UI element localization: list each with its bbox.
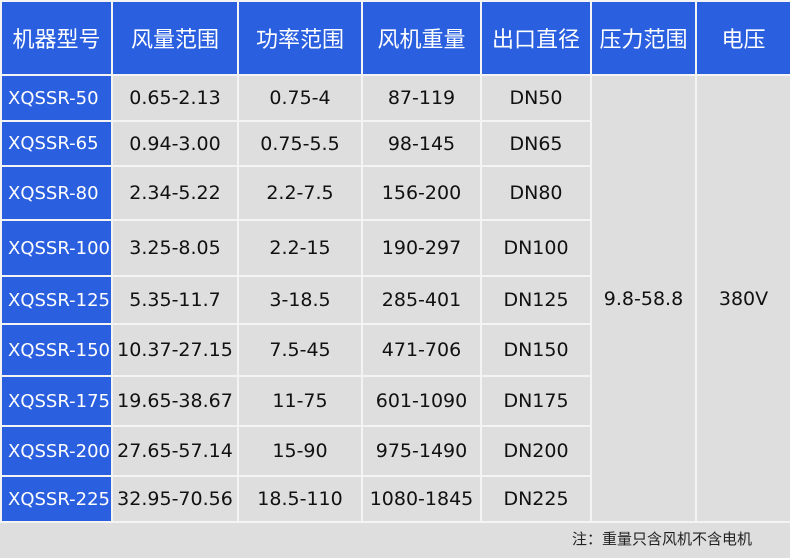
header-pressure: 压力范围 [590,0,697,76]
outlet-cell: DN225 [480,475,592,523]
header-model: 机器型号 [0,0,113,76]
table-row: XQSSR-200 27.65-57.14 15-90 975-1490 DN200 [0,425,790,477]
model-cell: XQSSR-100 [0,219,113,277]
header-weight: 风机重量 [361,0,482,76]
airflow-cell: 27.65-57.14 [111,425,239,477]
weight-cell: 156-200 [361,165,482,221]
outlet-cell: DN200 [480,425,592,477]
model-cell: XQSSR-150 [0,323,113,377]
outlet-cell: DN100 [480,219,592,277]
weight-cell: 471-706 [361,323,482,377]
header-row: 机器型号 风量范围 功率范围 风机重量 出口直径 压力范围 电压 [0,0,790,76]
power-cell: 3-18.5 [237,275,363,325]
power-cell: 18.5-110 [237,475,363,523]
outlet-cell: DN175 [480,375,592,427]
outlet-cell: DN50 [480,74,592,122]
weight-cell: 190-297 [361,219,482,277]
model-cell: XQSSR-65 [0,120,113,167]
airflow-cell: 0.65-2.13 [111,74,239,122]
spec-table: 机器型号 风量范围 功率范围 风机重量 出口直径 压力范围 电压 XQSSR-5… [0,0,790,523]
airflow-cell: 32.95-70.56 [111,475,239,523]
outlet-cell: DN65 [480,120,592,167]
power-cell: 0.75-4 [237,74,363,122]
model-cell: XQSSR-175 [0,375,113,427]
table-row: XQSSR-80 2.34-5.22 2.2-7.5 156-200 DN80 [0,165,790,221]
pressure-cell: 9.8-58.8 [590,74,697,523]
weight-cell: 1080-1845 [361,475,482,523]
airflow-cell: 5.35-11.7 [111,275,239,325]
model-cell: XQSSR-125 [0,275,113,325]
model-cell: XQSSR-225 [0,475,113,523]
power-cell: 15-90 [237,425,363,477]
power-cell: 2.2-7.5 [237,165,363,221]
header-voltage: 电压 [695,0,790,76]
header-power: 功率范围 [237,0,363,76]
table-row: XQSSR-125 5.35-11.7 3-18.5 285-401 DN125 [0,275,790,325]
weight-cell: 87-119 [361,74,482,122]
weight-cell: 98-145 [361,120,482,167]
header-airflow: 风量范围 [111,0,239,76]
weight-cell: 975-1490 [361,425,482,477]
airflow-cell: 3.25-8.05 [111,219,239,277]
outlet-cell: DN80 [480,165,592,221]
power-cell: 11-75 [237,375,363,427]
table-row: XQSSR-175 19.65-38.67 11-75 601-1090 DN175 [0,375,790,427]
outlet-cell: DN150 [480,323,592,377]
table-row: XQSSR-225 32.95-70.56 18.5-110 1080-1845 DN2… [0,475,790,523]
voltage-cell: 380V [695,74,790,523]
power-cell: 2.2-15 [237,219,363,277]
table-row: XQSSR-50 0.65-2.13 0.75-4 87-119 DN50 9.8-58.… [0,74,790,523]
table-row: XQSSR-150 10.37-27.15 7.5-45 471-706 DN150 [0,323,790,377]
model-cell: XQSSR-200 [0,425,113,477]
power-cell: 0.75-5.5 [237,120,363,167]
airflow-cell: 2.34-5.22 [111,165,239,221]
power-cell: 7.5-45 [237,323,363,377]
model-cell: XQSSR-80 [0,165,113,221]
table-row: XQSSR-100 3.25-8.05 2.2-15 190-297 DN100 [0,219,790,277]
weight-cell: 601-1090 [361,375,482,427]
airflow-cell: 0.94-3.00 [111,120,239,167]
header-outlet: 出口直径 [480,0,592,76]
airflow-cell: 10.37-27.15 [111,323,239,377]
model-cell: XQSSR-50 [0,74,113,122]
footnote: 注：重量只含风机不含电机 [571,530,752,548]
airflow-cell: 19.65-38.67 [111,375,239,427]
table-row: XQSSR-65 0.94-3.00 0.75-5.5 98-145 DN65 [0,120,790,167]
outlet-cell: DN125 [480,275,592,325]
weight-cell: 285-401 [361,275,482,325]
